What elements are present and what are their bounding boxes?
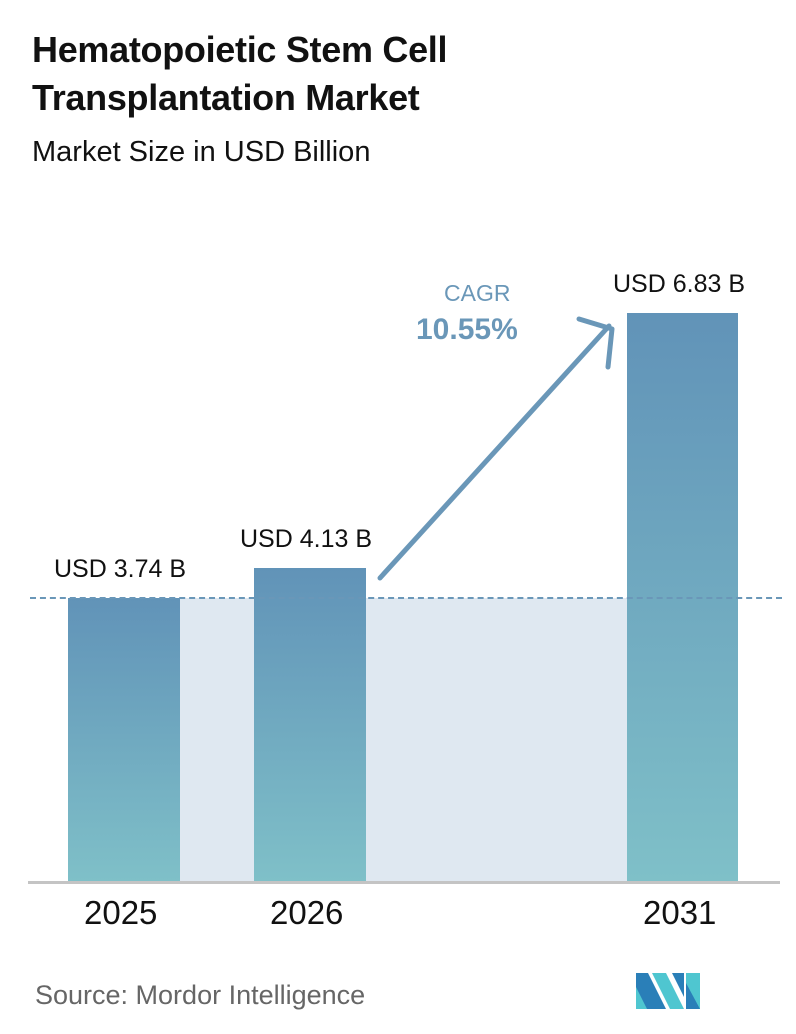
cagr-label: CAGR (444, 280, 511, 306)
value-label-2031: USD 6.83 B (613, 270, 746, 298)
mordor-logo-icon (636, 973, 700, 1009)
reference-dashed-line (30, 597, 782, 599)
value-label-2026: USD 4.13 B (240, 525, 373, 553)
x-label-2031: 2031 (643, 894, 717, 931)
value-label-2025: USD 3.74 B (54, 555, 187, 583)
bar-2026 (254, 568, 366, 882)
x-label-2025: 2025 (84, 894, 158, 931)
source-text: Source: Mordor Intelligence (35, 980, 366, 1010)
x-label-2026: 2026 (270, 894, 344, 931)
cagr-value: 10.55% (416, 313, 518, 346)
chart-subtitle: Market Size in USD Billion (32, 136, 371, 168)
chart-title: Hematopoietic Stem Cell Transplantation … (32, 29, 448, 118)
x-axis-line (28, 881, 780, 884)
bar-2025 (68, 598, 180, 882)
